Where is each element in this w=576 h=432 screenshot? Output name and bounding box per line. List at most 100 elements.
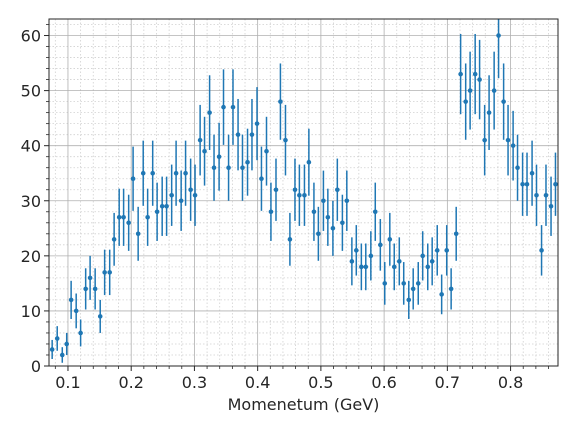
- data-point: [486, 110, 492, 115]
- data-point: [169, 192, 174, 198]
- data-point: [520, 181, 525, 187]
- y-tick-label: 50: [21, 82, 41, 101]
- data-point: [87, 275, 93, 281]
- data-point: [178, 198, 184, 204]
- y-ticks: 0 10 20 30 40 50 60: [21, 24, 49, 376]
- data-point: [425, 264, 431, 270]
- data-point: [439, 292, 444, 297]
- data-point: [410, 286, 416, 292]
- data-point: [259, 176, 264, 182]
- data-point: [126, 220, 131, 226]
- data-point: [59, 352, 65, 358]
- data-point: [116, 214, 122, 220]
- data-point: [192, 192, 198, 198]
- data-point: [444, 248, 450, 253]
- x-tick-label: 0.4: [245, 373, 270, 392]
- data-point: [453, 231, 459, 237]
- data-point: [482, 137, 487, 143]
- data-point: [472, 71, 478, 77]
- data-point: [235, 132, 241, 137]
- data-point: [302, 192, 307, 198]
- data-point: [391, 264, 397, 270]
- data-point: [496, 33, 501, 38]
- data-point: [240, 165, 245, 171]
- data-point: [159, 203, 165, 209]
- data-point: [154, 209, 160, 215]
- data-markers: [49, 33, 558, 358]
- data-point: [197, 137, 203, 143]
- data-point: [477, 77, 482, 82]
- data-point: [278, 99, 283, 104]
- y-tick-label: 10: [21, 302, 41, 321]
- data-point: [448, 286, 454, 292]
- data-point: [548, 203, 554, 209]
- y-tick-label: 20: [21, 247, 41, 266]
- data-point: [188, 187, 193, 193]
- data-point: [330, 226, 336, 231]
- data-point: [264, 148, 269, 154]
- data-point: [396, 259, 402, 264]
- data-point: [491, 88, 497, 93]
- x-tick-label: 0.7: [435, 373, 460, 392]
- data-point: [349, 259, 355, 264]
- data-point: [83, 286, 88, 292]
- y-tick-label: 40: [21, 137, 41, 156]
- data-point: [429, 259, 435, 264]
- data-point: [97, 314, 103, 319]
- data-point: [434, 248, 440, 253]
- data-point: [140, 170, 146, 176]
- data-point: [92, 286, 98, 292]
- data-point: [321, 198, 326, 204]
- data-point: [150, 170, 155, 176]
- data-point: [415, 281, 421, 286]
- data-point: [382, 281, 388, 286]
- data-point: [249, 132, 255, 137]
- x-tick-label: 0.2: [118, 373, 143, 392]
- data-point: [505, 137, 511, 143]
- data-point: [420, 253, 425, 259]
- data-point: [230, 104, 236, 110]
- x-tick-label: 0.3: [182, 373, 207, 392]
- data-point: [353, 248, 359, 253]
- data-point: [387, 237, 393, 242]
- data-point: [49, 347, 55, 352]
- data-point: [406, 297, 412, 303]
- data-point: [529, 170, 535, 176]
- data-point: [78, 330, 83, 336]
- data-point: [524, 181, 530, 187]
- data-point: [543, 192, 549, 198]
- data-point: [111, 237, 117, 242]
- data-point: [107, 270, 113, 275]
- data-point: [316, 231, 321, 237]
- data-point: [467, 88, 473, 93]
- data-point: [221, 104, 226, 110]
- data-point: [539, 248, 544, 253]
- x-tick-label: 0.1: [55, 373, 80, 392]
- data-point: [297, 192, 302, 198]
- data-point: [378, 242, 383, 248]
- plot-frame: [48, 18, 559, 367]
- x-tick-label: 0.5: [308, 373, 333, 392]
- data-point: [121, 214, 126, 220]
- x-ticks: 0.1 0.2 0.3 0.4 0.5 0.6 0.7 0.8: [54, 366, 549, 392]
- data-point: [401, 281, 407, 286]
- data-point: [325, 214, 331, 220]
- data-point: [510, 143, 516, 148]
- data-point: [292, 187, 298, 193]
- data-point: [273, 187, 279, 193]
- data-point: [359, 264, 364, 270]
- data-point: [340, 220, 345, 226]
- data-point: [501, 99, 506, 104]
- data-point: [173, 170, 179, 176]
- major-grid: [49, 19, 558, 367]
- data-point: [64, 341, 70, 347]
- data-point: [54, 336, 60, 341]
- data-point: [363, 264, 369, 270]
- data-point: [130, 176, 136, 182]
- data-point: [73, 308, 79, 314]
- data-point: [183, 170, 188, 176]
- y-tick-label: 30: [21, 192, 41, 211]
- data-point: [283, 137, 288, 143]
